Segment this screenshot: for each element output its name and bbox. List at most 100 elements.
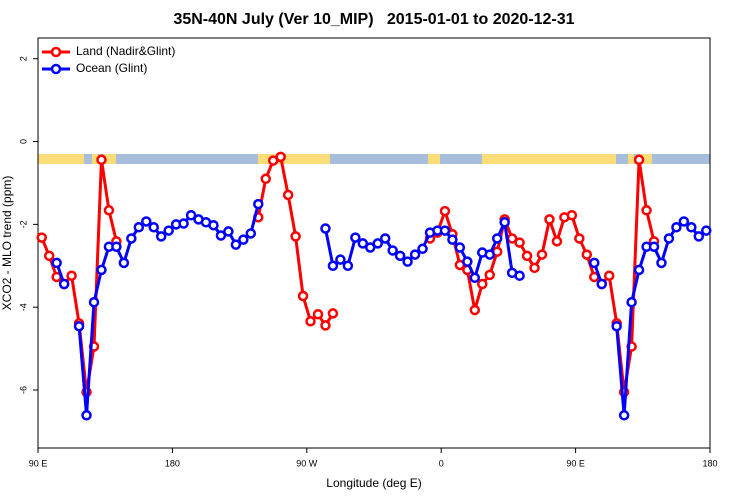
mask-land (258, 154, 330, 164)
data-point (544, 214, 555, 225)
legend-marker (50, 63, 62, 75)
data-point (439, 205, 451, 217)
data-point (484, 269, 495, 281)
x-tick-label: 90 W (296, 458, 318, 468)
data-point (357, 238, 369, 249)
data-point (536, 249, 548, 260)
y-tick-label: 2 (18, 56, 28, 61)
data-point (447, 234, 458, 245)
x-tick-label: 0 (439, 458, 444, 468)
data-point (648, 241, 660, 252)
data-point (379, 233, 391, 244)
data-point (372, 238, 383, 249)
data-point (521, 250, 533, 262)
series-line (615, 219, 708, 417)
y-tick-label: -6 (18, 386, 28, 394)
data-point (529, 262, 540, 274)
plot-frame (37, 37, 711, 449)
data-point (574, 233, 585, 244)
mask-ocean (38, 154, 710, 164)
data-point (58, 278, 70, 290)
data-point (603, 270, 615, 281)
data-point (491, 233, 503, 244)
data-point (439, 225, 451, 236)
data-point (96, 264, 107, 276)
legend-label: Ocean (Glint) (76, 61, 147, 75)
data-point (686, 222, 697, 233)
data-point (454, 242, 466, 253)
data-point (96, 154, 107, 166)
x-tick-label: 180 (165, 458, 180, 468)
data-point (394, 250, 406, 262)
data-point (611, 320, 622, 332)
data-point (693, 231, 705, 242)
data-point (566, 210, 578, 221)
data-point (417, 243, 428, 255)
data-point (365, 242, 376, 253)
data-point (73, 320, 85, 332)
y-tick-label: -2 (18, 220, 28, 228)
data-point (656, 257, 667, 269)
data-point (111, 241, 122, 252)
data-point (36, 232, 47, 243)
data-point (155, 231, 167, 242)
data-point (245, 228, 257, 239)
mask-land (628, 154, 634, 164)
data-point (208, 219, 219, 231)
data-point (678, 216, 690, 227)
data-point (81, 410, 92, 421)
data-point (282, 189, 294, 201)
data-point (103, 205, 115, 216)
data-point (43, 250, 55, 262)
data-point (320, 223, 331, 234)
data-point (462, 256, 473, 267)
data-point (641, 205, 652, 216)
data-point (387, 245, 398, 256)
data-point (141, 216, 152, 227)
data-point (589, 257, 600, 269)
data-point (253, 198, 264, 210)
data-point (126, 233, 137, 244)
data-point (148, 222, 159, 233)
data-point (312, 308, 324, 320)
y-tick-label: 0 (18, 139, 28, 144)
x-tick-label: 180 (702, 458, 717, 468)
data-point (633, 154, 645, 166)
data-point (581, 249, 593, 260)
land-ocean-mask (38, 154, 710, 164)
mask-land (482, 154, 616, 164)
data-point (327, 308, 339, 319)
data-point (469, 304, 481, 316)
data-point (320, 320, 331, 331)
data-point (163, 225, 174, 236)
data-point (402, 256, 413, 267)
series (36, 151, 660, 398)
data-point (335, 254, 346, 265)
mask-land (38, 154, 84, 164)
data-point (663, 233, 675, 244)
y-tick-label: -4 (18, 303, 28, 311)
data-point (484, 249, 495, 260)
x-tick-label: 90 E (566, 458, 585, 468)
mask-land (104, 154, 116, 164)
y-axis-title: XCO2 - MLO trend (ppm) (0, 176, 14, 311)
data-point (342, 260, 354, 272)
data-point (88, 296, 100, 308)
data-point (551, 236, 563, 247)
data-point (477, 278, 488, 290)
data-point (327, 260, 339, 272)
data-point (596, 278, 607, 290)
data-point (671, 222, 682, 233)
data-point (514, 270, 525, 281)
data-point (118, 257, 130, 269)
data-point (290, 231, 301, 242)
data-point (514, 237, 525, 248)
data-point (178, 218, 189, 229)
mask-land (92, 154, 98, 164)
x-tick-label: 90 E (29, 458, 48, 468)
data-point (133, 222, 145, 233)
data-point (409, 249, 421, 260)
x-axis-title: Longitude (deg E) (326, 476, 421, 490)
data-point (350, 232, 361, 243)
